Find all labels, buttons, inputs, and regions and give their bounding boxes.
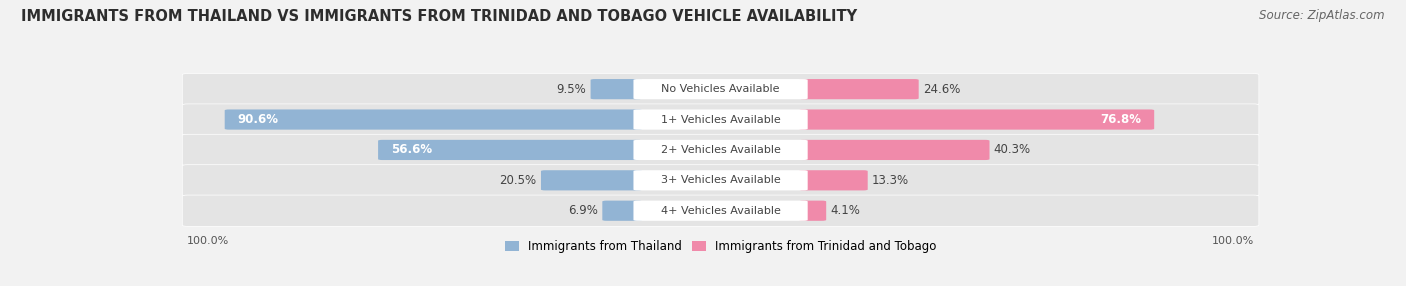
Text: 56.6%: 56.6% [391, 144, 432, 156]
FancyBboxPatch shape [634, 79, 807, 99]
FancyBboxPatch shape [799, 110, 1154, 130]
FancyBboxPatch shape [799, 170, 868, 190]
FancyBboxPatch shape [541, 170, 643, 190]
FancyBboxPatch shape [591, 79, 643, 99]
FancyBboxPatch shape [799, 200, 827, 221]
Text: IMMIGRANTS FROM THAILAND VS IMMIGRANTS FROM TRINIDAD AND TOBAGO VEHICLE AVAILABI: IMMIGRANTS FROM THAILAND VS IMMIGRANTS F… [21, 9, 858, 23]
Text: 100.0%: 100.0% [1212, 236, 1254, 246]
FancyBboxPatch shape [799, 140, 990, 160]
FancyBboxPatch shape [183, 195, 1258, 226]
FancyBboxPatch shape [602, 200, 643, 221]
FancyBboxPatch shape [634, 170, 807, 190]
Text: 1+ Vehicles Available: 1+ Vehicles Available [661, 115, 780, 124]
Legend: Immigrants from Thailand, Immigrants from Trinidad and Tobago: Immigrants from Thailand, Immigrants fro… [505, 240, 936, 253]
Text: 9.5%: 9.5% [557, 83, 586, 96]
FancyBboxPatch shape [183, 104, 1258, 135]
FancyBboxPatch shape [634, 200, 807, 221]
Text: No Vehicles Available: No Vehicles Available [661, 84, 780, 94]
Text: 24.6%: 24.6% [922, 83, 960, 96]
Text: 4.1%: 4.1% [831, 204, 860, 217]
FancyBboxPatch shape [378, 140, 643, 160]
Text: 76.8%: 76.8% [1099, 113, 1142, 126]
Text: 4+ Vehicles Available: 4+ Vehicles Available [661, 206, 780, 216]
FancyBboxPatch shape [634, 110, 807, 130]
Text: Source: ZipAtlas.com: Source: ZipAtlas.com [1260, 9, 1385, 21]
FancyBboxPatch shape [634, 140, 807, 160]
Text: 6.9%: 6.9% [568, 204, 598, 217]
FancyBboxPatch shape [183, 74, 1258, 105]
Text: 40.3%: 40.3% [994, 144, 1031, 156]
FancyBboxPatch shape [183, 134, 1258, 166]
Text: 20.5%: 20.5% [499, 174, 537, 187]
Text: 90.6%: 90.6% [238, 113, 278, 126]
FancyBboxPatch shape [799, 79, 918, 99]
FancyBboxPatch shape [225, 110, 643, 130]
Text: 100.0%: 100.0% [187, 236, 229, 246]
Text: 13.3%: 13.3% [872, 174, 910, 187]
Text: 3+ Vehicles Available: 3+ Vehicles Available [661, 175, 780, 185]
Text: 2+ Vehicles Available: 2+ Vehicles Available [661, 145, 780, 155]
FancyBboxPatch shape [183, 165, 1258, 196]
